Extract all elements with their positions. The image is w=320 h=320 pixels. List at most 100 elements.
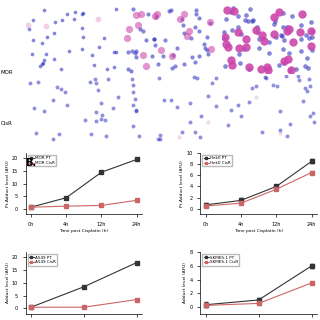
Point: [80, 34, 85, 39]
Point: [187, 100, 192, 105]
Point: [140, 28, 145, 34]
Point: [256, 36, 261, 41]
Point: [222, 63, 228, 68]
Point: [303, 33, 308, 38]
Legend: A549 PT, A549 CisR: A549 PT, A549 CisR: [28, 254, 57, 266]
Point: [246, 64, 252, 69]
Point: [192, 24, 197, 29]
Point: [133, 54, 139, 60]
Point: [144, 38, 149, 43]
Point: [39, 41, 44, 46]
Point: [235, 29, 240, 34]
Point: [67, 48, 72, 53]
Point: [153, 42, 158, 47]
Point: [260, 35, 265, 40]
Point: [284, 25, 289, 30]
Point: [193, 130, 198, 135]
Point: [306, 76, 311, 82]
Point: [270, 82, 275, 87]
Point: [247, 67, 252, 72]
Point: [249, 85, 254, 91]
Point: [244, 37, 249, 42]
Point: [130, 6, 135, 11]
Point: [295, 74, 300, 79]
Point: [136, 23, 141, 28]
Point: [38, 63, 43, 68]
Point: [243, 12, 248, 17]
Point: [182, 12, 187, 17]
Point: [133, 51, 138, 56]
Point: [263, 75, 268, 80]
Point: [280, 11, 285, 16]
Point: [230, 6, 236, 11]
Text: B.: B.: [26, 158, 37, 168]
Point: [281, 24, 286, 29]
Point: [308, 20, 313, 25]
Point: [113, 6, 118, 11]
Point: [103, 134, 108, 139]
Point: [31, 18, 36, 23]
Point: [59, 87, 64, 92]
Point: [278, 128, 283, 133]
Point: [223, 94, 228, 100]
Point: [271, 22, 276, 27]
Point: [87, 80, 92, 85]
Point: [196, 28, 202, 34]
Point: [105, 77, 110, 82]
Point: [284, 28, 290, 34]
Point: [306, 66, 311, 71]
Point: [277, 130, 283, 135]
Point: [127, 27, 132, 32]
Point: [300, 99, 305, 104]
Point: [198, 114, 203, 119]
Point: [239, 31, 244, 36]
Point: [304, 88, 309, 93]
Point: [112, 50, 117, 55]
Point: [287, 122, 292, 127]
X-axis label: Time post Cisplatin (h): Time post Cisplatin (h): [59, 229, 108, 233]
Point: [225, 123, 230, 128]
Point: [209, 47, 214, 52]
Point: [288, 67, 293, 72]
Point: [131, 90, 136, 95]
Point: [284, 74, 289, 79]
Point: [146, 11, 151, 16]
Point: [149, 53, 155, 59]
Point: [244, 44, 249, 49]
Point: [245, 18, 250, 23]
Point: [181, 61, 186, 67]
Point: [255, 29, 260, 34]
Point: [99, 113, 104, 118]
Point: [204, 35, 210, 40]
Point: [255, 24, 260, 29]
Text: CisR: CisR: [0, 121, 12, 126]
Point: [92, 77, 97, 82]
Y-axis label: Adduct level (AFU): Adduct level (AFU): [183, 262, 188, 303]
Point: [98, 101, 103, 106]
Point: [169, 66, 174, 71]
Point: [166, 9, 171, 14]
Point: [197, 16, 202, 21]
Point: [124, 35, 130, 40]
Point: [203, 45, 208, 51]
Point: [27, 27, 32, 32]
Point: [208, 20, 213, 26]
Point: [93, 119, 99, 124]
Point: [174, 46, 179, 51]
Point: [171, 53, 176, 58]
Y-axis label: Pt-Adduct level (AFU): Pt-Adduct level (AFU): [6, 160, 10, 207]
Point: [144, 63, 149, 68]
Point: [299, 11, 304, 16]
Point: [56, 132, 61, 137]
Point: [230, 62, 235, 68]
Point: [83, 117, 88, 122]
Point: [64, 12, 69, 17]
Point: [257, 45, 262, 50]
Point: [309, 44, 314, 49]
Point: [213, 104, 218, 109]
Point: [80, 11, 85, 16]
Point: [41, 109, 46, 114]
Point: [299, 36, 304, 42]
Point: [197, 135, 202, 140]
Point: [307, 36, 312, 41]
